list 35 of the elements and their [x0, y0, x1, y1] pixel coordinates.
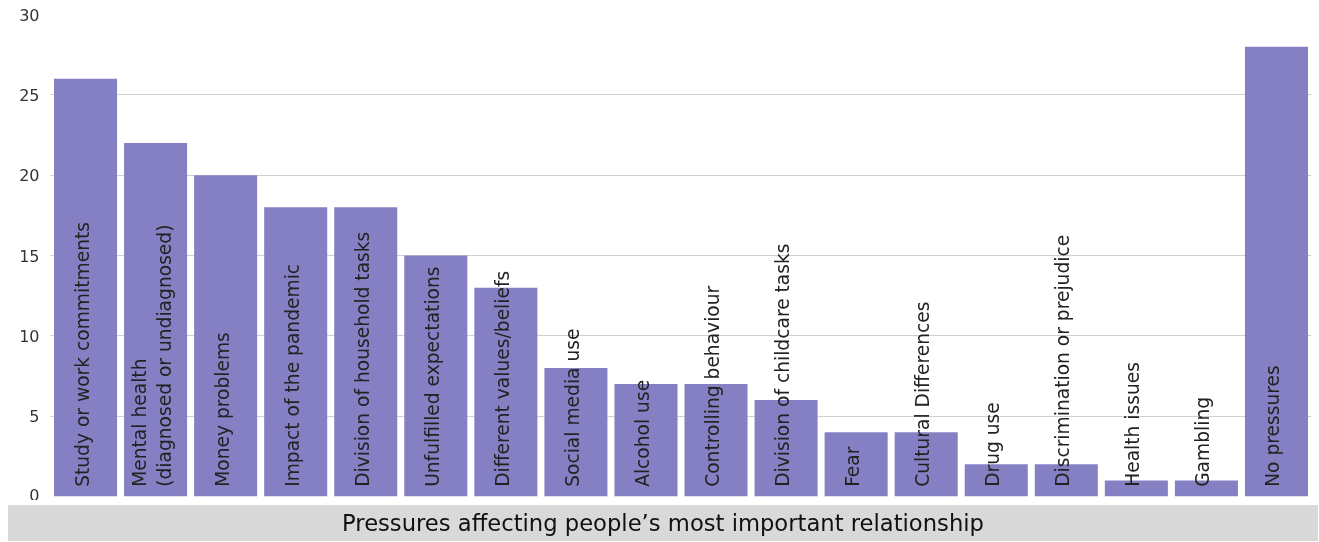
x-tick-label: Impact of the pandemic — [281, 263, 303, 487]
x-tick-label: Discrimination or prejudice — [1052, 234, 1074, 487]
bar — [544, 367, 608, 497]
y-tick-label: 30 — [19, 5, 40, 25]
bar — [1244, 46, 1308, 497]
x-tick-label: Social media use — [561, 328, 583, 487]
x-tick-label: Gambling — [1192, 396, 1214, 487]
x-tick-label: Division of household tasks — [351, 231, 373, 487]
y-tick-label: 5 — [29, 407, 40, 427]
bar — [54, 78, 118, 497]
x-tick-label: Fear — [842, 446, 864, 487]
y-tick-label: 25 — [19, 85, 40, 105]
bar — [194, 175, 258, 497]
y-tick-label: 0 — [29, 485, 40, 505]
x-tick-label: Mental health (diagnosed or undiagnosed) — [128, 224, 176, 487]
x-tick-label: Drug use — [982, 402, 1004, 487]
bar — [404, 255, 468, 497]
bar — [264, 207, 328, 497]
bar — [334, 207, 398, 497]
x-tick-label: Money problems — [211, 332, 233, 487]
x-tick-label: Alcohol use — [631, 379, 653, 487]
y-tick-label: 20 — [19, 166, 40, 186]
x-axis-title: Pressures affecting people’s most important relationship — [342, 509, 984, 538]
x-tick-label: Different values/beliefs — [491, 270, 513, 487]
x-tick-label: No pressures — [1262, 365, 1284, 487]
bar — [824, 432, 888, 497]
x-tick-label: Cultural Differences — [912, 301, 934, 487]
x-tick-label: Study or work commitments — [71, 221, 93, 487]
x-tick-label: Controlling behaviour — [702, 285, 724, 487]
x-tick-label: Health issues — [1122, 362, 1144, 487]
x-tick-label: Division of childcare tasks — [772, 243, 794, 487]
y-tick-label: 10 — [19, 326, 40, 346]
x-tick-label: Unfulfilled expectations — [421, 266, 443, 487]
y-tick-label: 15 — [19, 246, 40, 266]
bar — [684, 384, 748, 497]
